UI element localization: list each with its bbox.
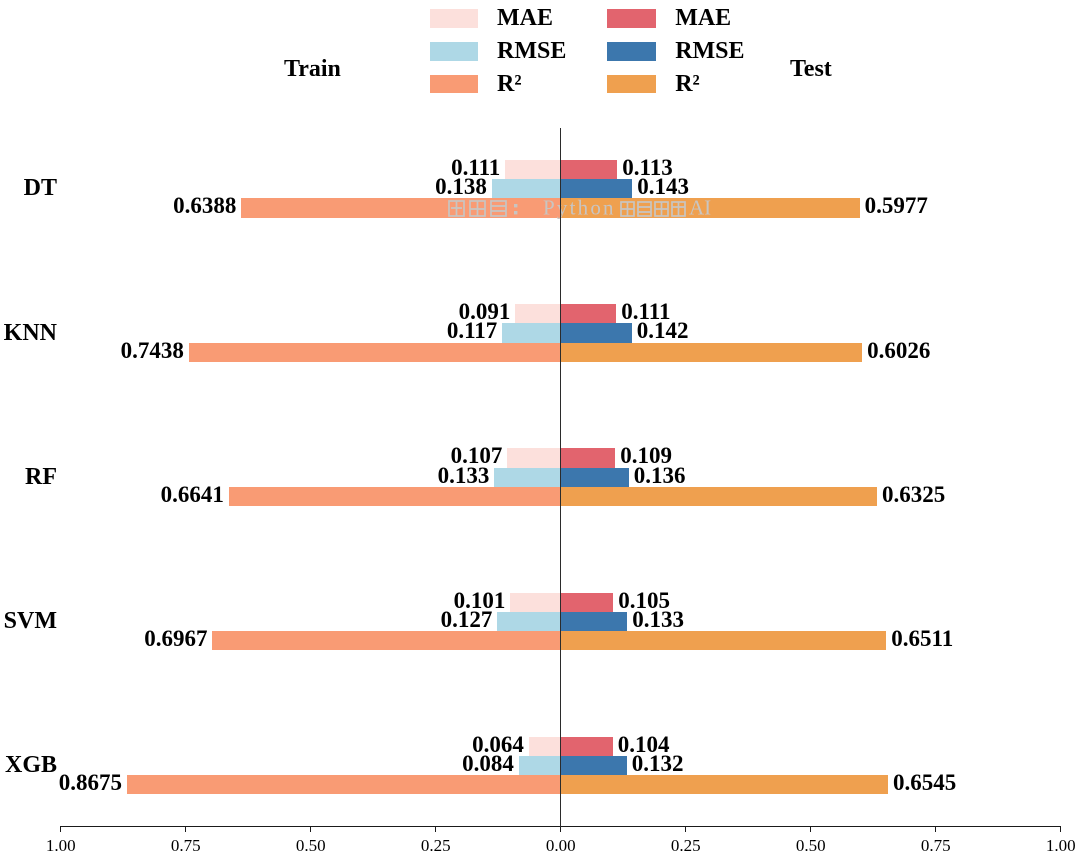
svg-text:AI: AI <box>689 197 711 220</box>
svg-text:Python: Python <box>543 197 616 220</box>
